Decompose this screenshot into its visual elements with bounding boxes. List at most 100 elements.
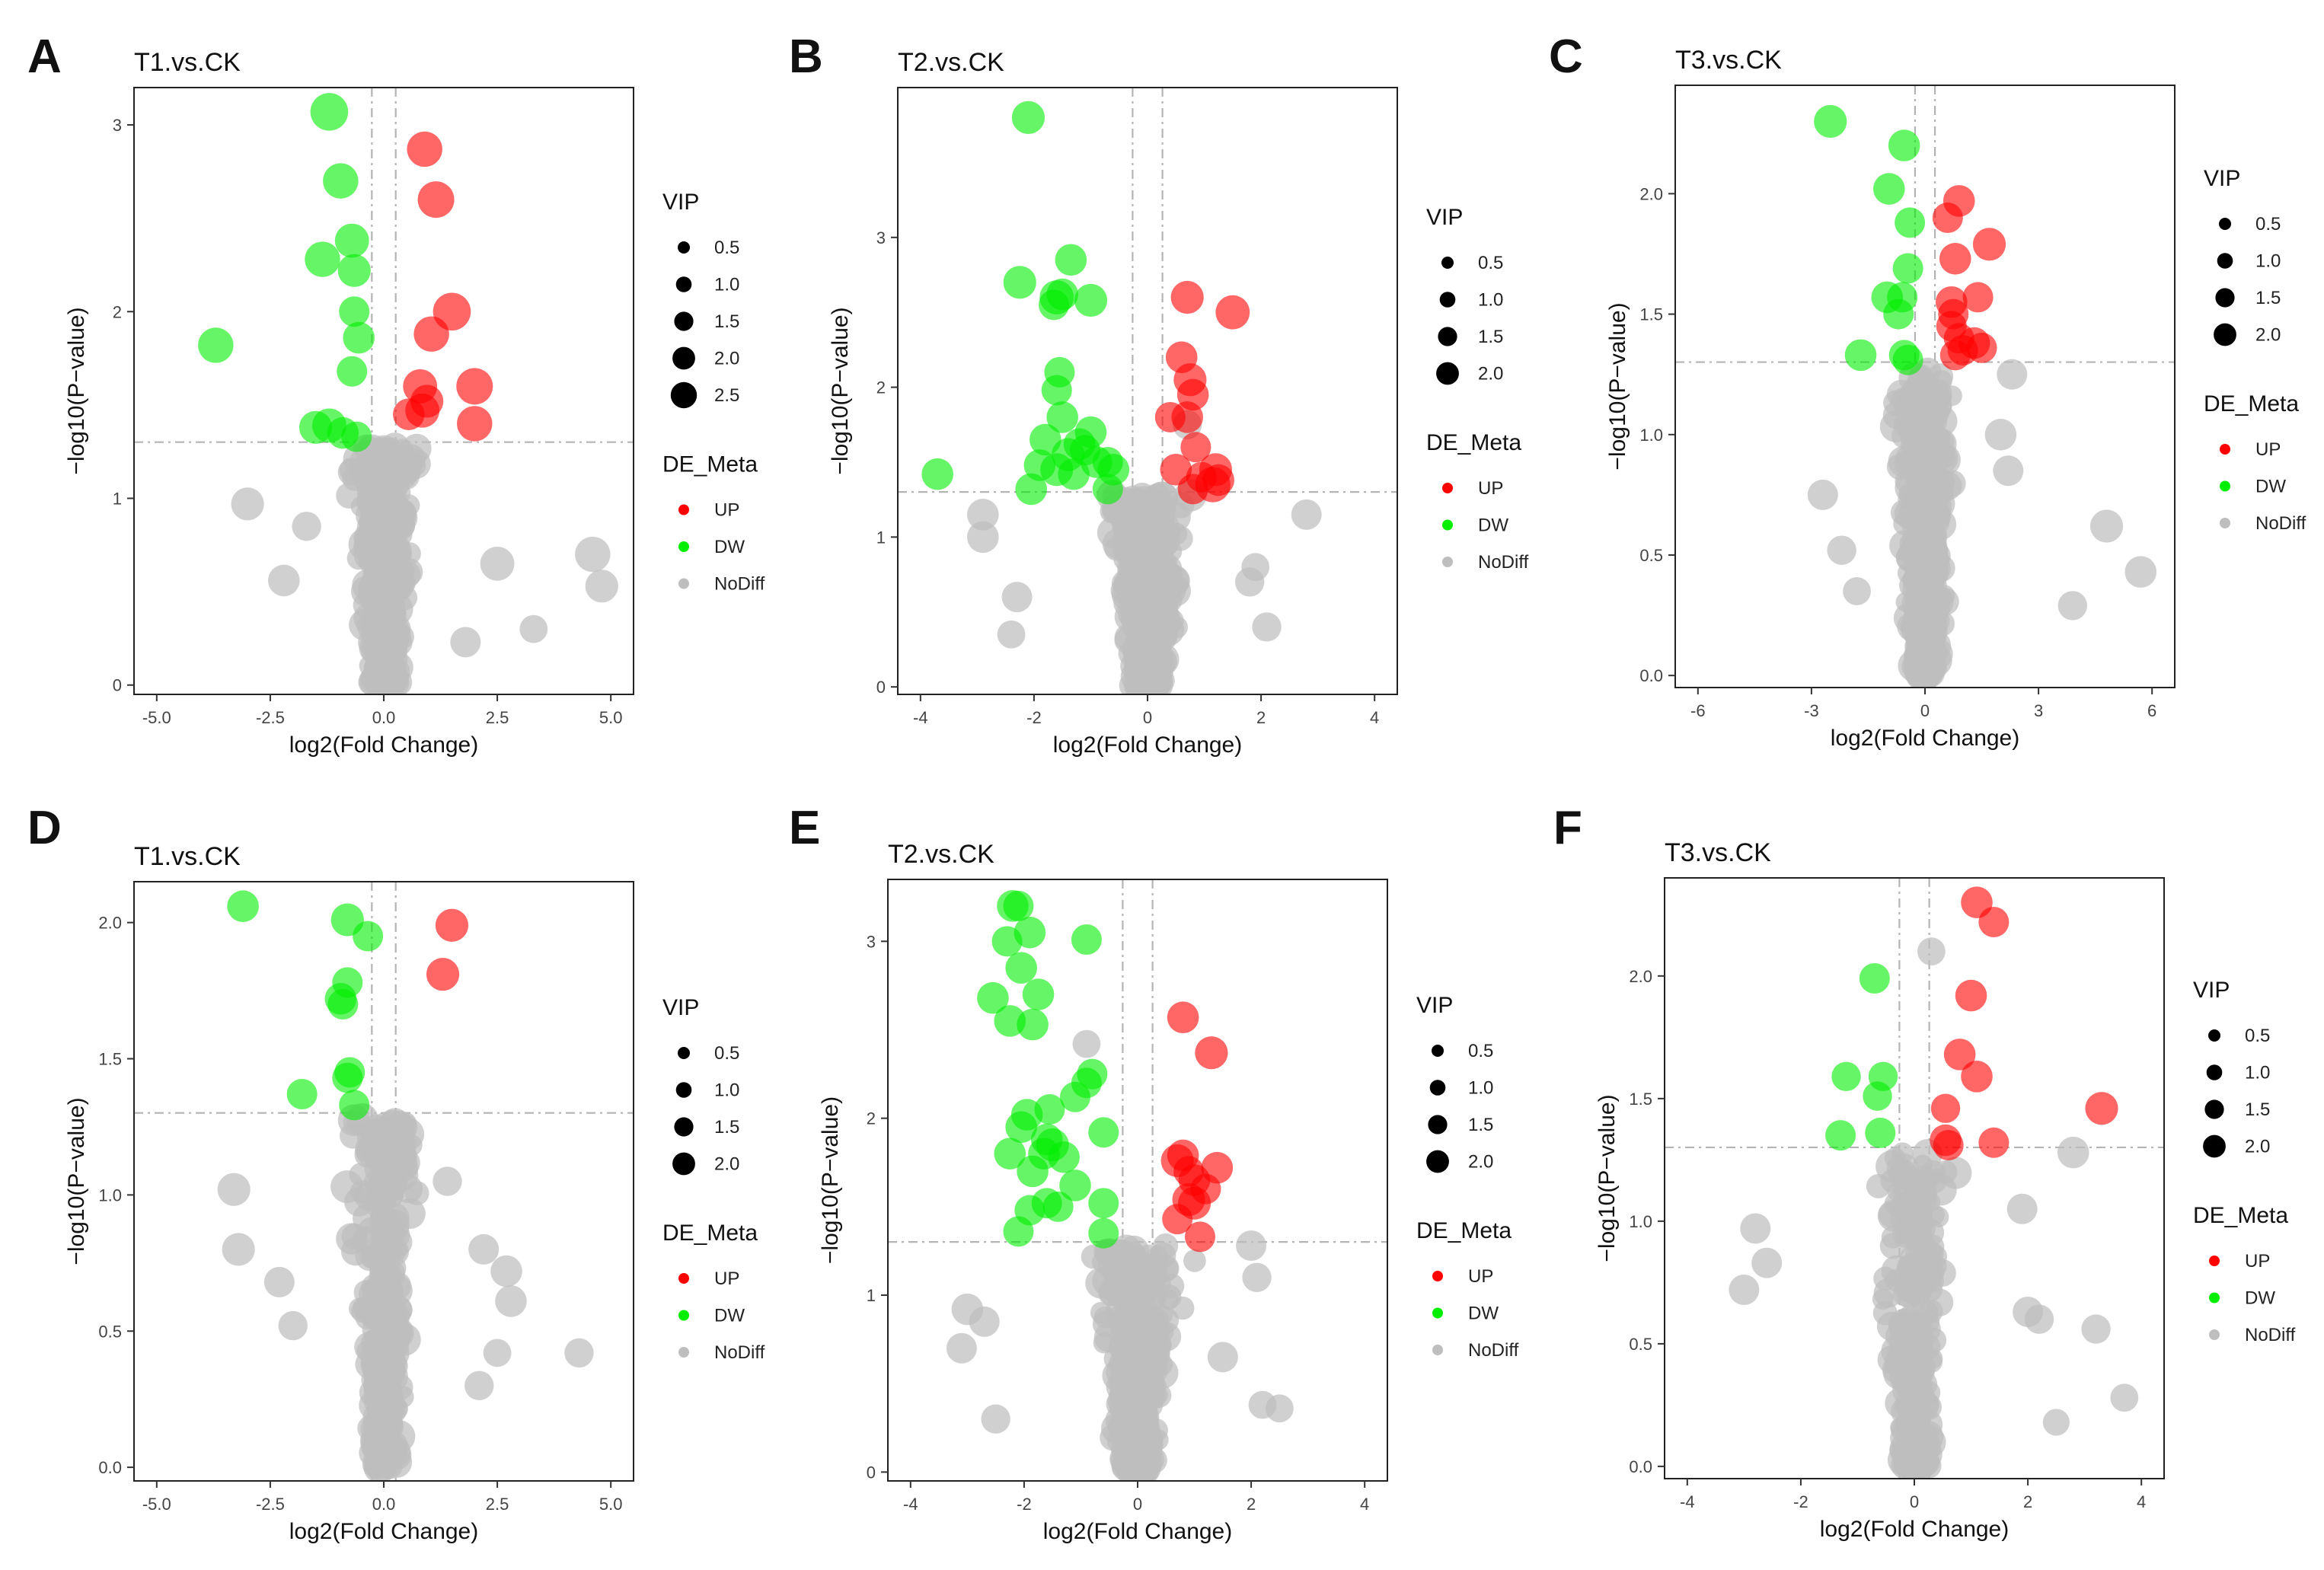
point-nodiff [268, 564, 300, 597]
point-nodiff [1915, 547, 1943, 576]
point-dw [991, 926, 1023, 957]
point-nodiff [1097, 516, 1129, 549]
legend-de-dot [1442, 483, 1453, 493]
legend-vip-label: 2.5 [714, 385, 739, 406]
point-nodiff [1751, 1247, 1783, 1278]
point-dw [1088, 1188, 1119, 1219]
legend-vip-title: VIP [1416, 993, 1453, 1018]
point-nodiff [1144, 628, 1166, 649]
legend-de-title: DE_Meta [1426, 430, 1521, 455]
legend-de-dot [2220, 480, 2230, 492]
point-up [2085, 1092, 2118, 1125]
point-nodiff [222, 1233, 255, 1266]
y-axis-label: −log10(P−value) [64, 307, 89, 474]
point-nodiff [1881, 1226, 1904, 1249]
point-dw [1092, 474, 1123, 505]
panel-e: E T2.vs.CK -4 -2 0 2 4 0 1 2 3 log2(Fold Change) −lo… [789, 802, 1519, 1544]
point-nodiff [370, 1384, 394, 1409]
panel-title: T3.vs.CK [1665, 838, 1771, 867]
point-nodiff [2006, 1193, 2038, 1224]
point-nodiff [381, 1175, 407, 1201]
y-tick-label: 3 [867, 932, 876, 951]
point-up [1939, 243, 1971, 275]
legend-de-label: DW [714, 537, 745, 557]
y-axis-label: −log10(P−value) [828, 307, 853, 474]
point-nodiff [1915, 1423, 1937, 1444]
point-nodiff [1915, 411, 1940, 436]
point-nodiff [352, 1226, 380, 1255]
x-tick-label: 3 [2034, 701, 2043, 720]
point-nodiff [483, 1339, 512, 1367]
y-tick-label: 1.0 [1639, 426, 1663, 445]
y-tick-label: 1 [113, 490, 122, 509]
point-nodiff [1920, 1268, 1941, 1290]
point-dw [1022, 978, 1055, 1010]
point-nodiff [372, 491, 397, 516]
x-tick-label: 0 [1910, 1492, 1919, 1511]
y-tick-label: 0.5 [98, 1322, 122, 1341]
legend-vip-title: VIP [1426, 205, 1463, 230]
x-tick-label: 5.0 [599, 708, 623, 727]
point-up [1930, 1093, 1961, 1123]
point-up [1943, 1039, 1976, 1071]
plot-area [888, 879, 1387, 1481]
point-dw [977, 981, 1009, 1014]
y-tick-label: 2.0 [1639, 184, 1663, 203]
point-dw [310, 93, 349, 131]
point-up [1932, 203, 1963, 234]
legend-vip-dot [2206, 1064, 2223, 1080]
point-nodiff [1115, 1405, 1136, 1426]
legend-de-dot [2220, 518, 2230, 528]
x-tick-label: 0.0 [372, 1495, 396, 1514]
point-up [1202, 464, 1234, 496]
point-nodiff [278, 1310, 308, 1341]
plot-area [898, 88, 1397, 694]
y-tick-label: 2.0 [1629, 967, 1652, 986]
point-nodiff [519, 614, 548, 643]
point-nodiff [1902, 1253, 1926, 1277]
point-nodiff [2110, 1383, 2139, 1412]
point-nodiff [1114, 627, 1142, 654]
point-nodiff [967, 499, 999, 531]
legend-de-dot [678, 1347, 689, 1358]
panel-title: T2.vs.CK [898, 48, 1004, 77]
point-nodiff [385, 543, 409, 566]
point-dw [1859, 963, 1890, 994]
legend-de-dot [678, 504, 689, 515]
legend-de-dot [678, 578, 689, 589]
legend-de-label: NoDiff [1478, 552, 1529, 573]
point-nodiff [349, 1163, 372, 1186]
point-nodiff [373, 1438, 394, 1457]
y-axis-label: −log10(P−value) [64, 1097, 89, 1265]
point-dw [1005, 952, 1037, 984]
legend-de-title: DE_Meta [1416, 1218, 1512, 1243]
legend-vip-label: 1.5 [2245, 1099, 2270, 1120]
y-tick-label: 1.0 [98, 1185, 122, 1205]
point-dw [339, 296, 370, 327]
legend-vip-dot [678, 1047, 690, 1059]
legend-de-label: UP [714, 1268, 739, 1289]
point-up [1167, 1001, 1199, 1034]
x-tick-label: 0 [1143, 708, 1152, 727]
point-nodiff [1827, 535, 1856, 565]
point-nodiff [1914, 452, 1941, 479]
point-dw [1039, 289, 1069, 321]
panel-title: T2.vs.CK [888, 840, 994, 869]
point-nodiff [2124, 556, 2157, 588]
point-dw [1017, 1008, 1049, 1041]
x-tick-label: 4 [1370, 708, 1379, 727]
point-nodiff [969, 1306, 1000, 1337]
x-tick-label: 4 [2137, 1492, 2146, 1511]
point-dw [1844, 339, 1877, 372]
point-dw [286, 1079, 318, 1110]
x-tick-label: -4 [903, 1495, 918, 1514]
point-nodiff [564, 1338, 594, 1368]
legend-vip-dot [678, 241, 690, 254]
legend: VIP 0.5 1.0 1.5 2.0 2.5 DE_Meta UP DW NoDiff [662, 190, 765, 595]
point-dw [337, 356, 368, 387]
point-up [1162, 1204, 1193, 1235]
legend-de-dot [2209, 1256, 2220, 1266]
point-nodiff [1914, 1449, 1940, 1476]
legend-vip-dot [2215, 288, 2235, 308]
point-nodiff [1134, 1346, 1156, 1368]
